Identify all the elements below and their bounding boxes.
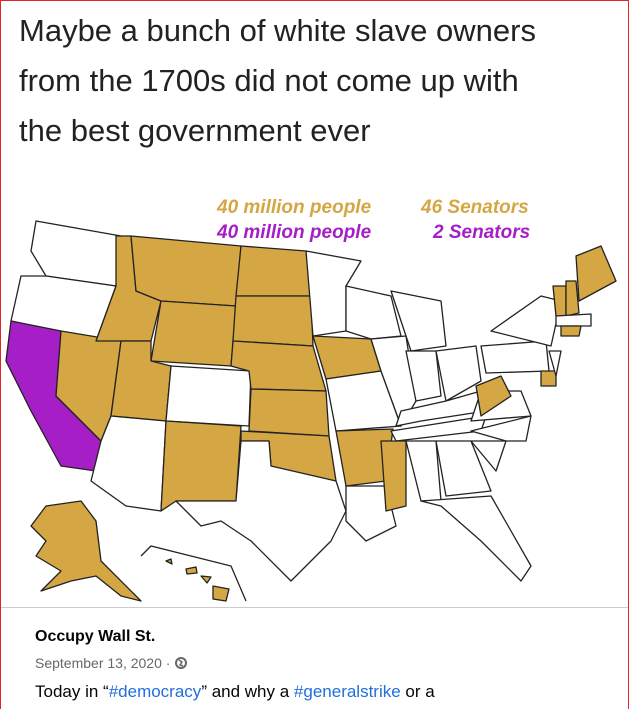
text: or a [400,682,435,701]
caption-line: from the 1700s did not come up with [19,63,519,98]
post-date[interactable]: September 13, 2020 · [35,655,188,671]
legend-senators: 2 Senators [433,222,531,243]
caption-line: Maybe a bunch of white slave owners [19,13,536,48]
text: Today in “ [35,682,109,701]
text: ” and why a [201,682,294,701]
globe-icon [175,657,188,669]
legend-senators: 46 Senators [421,197,529,218]
hashtag[interactable]: #democracy [108,682,202,701]
legend-population: 40 million people [217,222,372,243]
post: Occupy Wall St. September 13, 2020 · Tod… [1,607,628,709]
legend-population: 40 million people [217,197,372,218]
hashtag[interactable]: #generalstrike [293,682,401,701]
author[interactable]: Occupy Wall St. [35,628,156,645]
date[interactable]: September 13, 2020 · [35,655,171,671]
post-text: Today in “#democracy” and why a #general… [35,682,435,702]
caption-line: the best government ever [19,113,371,148]
us-map [5,220,617,602]
